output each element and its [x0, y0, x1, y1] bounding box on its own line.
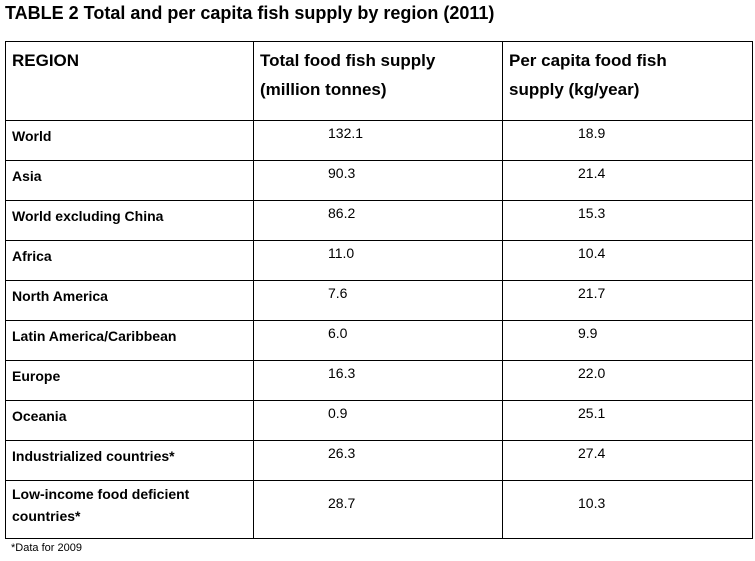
per-capita-value: 10.3	[578, 495, 606, 511]
region-name: Africa	[12, 248, 52, 264]
per-capita-value: 10.4	[578, 245, 606, 261]
total-value: 7.6	[328, 285, 348, 301]
header-per-capita-line2: supply (kg/year)	[509, 80, 640, 99]
header-row: REGION Total food fish supply (million t…	[5, 41, 753, 121]
per-capita-cell: 27.4	[502, 440, 753, 481]
region-name: Industrialized countries*	[12, 448, 175, 464]
per-capita-value: 15.3	[578, 205, 606, 221]
region-name: Latin America/Caribbean	[12, 328, 177, 344]
table-row: World excluding China 86.2 15.3	[5, 200, 753, 241]
total-cell: 0.9	[253, 400, 503, 441]
table-row: Industrialized countries* 26.3 27.4	[5, 440, 753, 481]
table-row: Latin America/Caribbean 6.0 9.9	[5, 320, 753, 361]
total-value: 16.3	[328, 365, 356, 381]
per-capita-cell: 21.7	[502, 280, 753, 321]
total-value: 6.0	[328, 325, 348, 341]
region-name: Oceania	[12, 408, 67, 424]
footnote: *Data for 2009	[11, 542, 82, 554]
per-capita-value: 21.4	[578, 165, 606, 181]
region-cell: Latin America/Caribbean	[5, 320, 254, 361]
table-row: Low-income food deficient countries* 28.…	[5, 480, 753, 539]
region-name: North America	[12, 288, 108, 304]
per-capita-value: 18.9	[578, 125, 606, 141]
total-cell: 11.0	[253, 240, 503, 281]
total-cell: 26.3	[253, 440, 503, 481]
header-total-supply: Total food fish supply (million tonnes)	[253, 41, 503, 121]
total-cell: 132.1	[253, 120, 503, 161]
region-cell: North America	[5, 280, 254, 321]
region-name: Europe	[12, 368, 61, 384]
region-cell: Industrialized countries*	[5, 440, 254, 481]
total-value: 26.3	[328, 445, 356, 461]
region-cell: Low-income food deficient countries*	[5, 480, 254, 539]
region-cell: Asia	[5, 160, 254, 201]
total-cell: 16.3	[253, 360, 503, 401]
region-name-line1: Low-income food deficient	[12, 486, 190, 502]
fish-supply-table: REGION Total food fish supply (million t…	[5, 41, 753, 539]
region-cell: World excluding China	[5, 200, 254, 241]
per-capita-value: 21.7	[578, 285, 606, 301]
total-cell: 6.0	[253, 320, 503, 361]
table-title: TABLE 2 Total and per capita fish supply…	[5, 3, 495, 23]
table-row: Oceania 0.9 25.1	[5, 400, 753, 441]
total-value: 0.9	[328, 405, 348, 421]
table-row: North America 7.6 21.7	[5, 280, 753, 321]
per-capita-cell: 21.4	[502, 160, 753, 201]
total-cell: 7.6	[253, 280, 503, 321]
header-total-line1: Total food fish supply	[260, 51, 436, 70]
per-capita-value: 25.1	[578, 405, 606, 421]
per-capita-value: 27.4	[578, 445, 606, 461]
total-value: 86.2	[328, 205, 356, 221]
total-cell: 90.3	[253, 160, 503, 201]
per-capita-cell: 25.1	[502, 400, 753, 441]
region-cell: Oceania	[5, 400, 254, 441]
region-name: World excluding China	[12, 208, 164, 224]
total-value: 11.0	[328, 245, 355, 261]
per-capita-cell: 10.4	[502, 240, 753, 281]
total-cell: 86.2	[253, 200, 503, 241]
per-capita-cell: 9.9	[502, 320, 753, 361]
header-per-capita-supply: Per capita food fish supply (kg/year)	[502, 41, 753, 121]
total-value: 132.1	[328, 125, 364, 141]
total-value: 28.7	[328, 495, 356, 511]
region-name: Asia	[12, 168, 42, 184]
per-capita-cell: 22.0	[502, 360, 753, 401]
table-row: Asia 90.3 21.4	[5, 160, 753, 201]
header-region-label: REGION	[12, 51, 80, 70]
header-per-capita-line1: Per capita food fish	[509, 51, 667, 70]
region-name: World	[12, 128, 52, 144]
total-value: 90.3	[328, 165, 356, 181]
header-region: REGION	[5, 41, 254, 121]
region-name-line2: countries*	[12, 508, 81, 524]
region-cell: World	[5, 120, 254, 161]
table-row: Europe 16.3 22.0	[5, 360, 753, 401]
per-capita-value: 9.9	[578, 325, 598, 341]
per-capita-cell: 18.9	[502, 120, 753, 161]
table-row: Africa 11.0 10.4	[5, 240, 753, 281]
total-cell: 28.7	[253, 480, 503, 539]
per-capita-cell: 15.3	[502, 200, 753, 241]
region-cell: Africa	[5, 240, 254, 281]
header-total-line2: (million tonnes)	[260, 80, 387, 99]
per-capita-value: 22.0	[578, 365, 606, 381]
per-capita-cell: 10.3	[502, 480, 753, 539]
region-cell: Europe	[5, 360, 254, 401]
table-row: World 132.1 18.9	[5, 120, 753, 161]
